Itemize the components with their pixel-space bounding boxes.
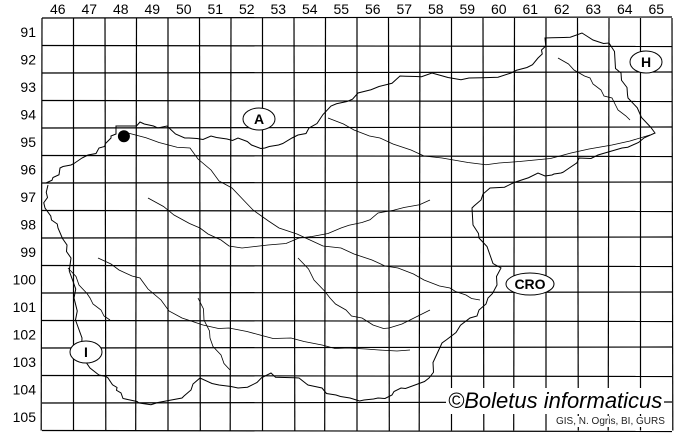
map-features xyxy=(43,32,656,406)
grid-row-line xyxy=(41,16,673,19)
country-label-hungary: H xyxy=(641,54,651,70)
country-label-croatia: CRO xyxy=(514,276,545,292)
river xyxy=(557,57,631,121)
river xyxy=(97,257,411,352)
grid-row-line xyxy=(41,209,673,213)
grid-lines xyxy=(40,16,674,433)
grid-column-line xyxy=(513,17,516,431)
row-label: 95 xyxy=(20,134,36,150)
row-label: 104 xyxy=(13,381,37,397)
row-label: 105 xyxy=(13,409,37,425)
country-label-italy: I xyxy=(84,344,88,360)
grid-row-line xyxy=(41,99,673,103)
column-label: 55 xyxy=(333,1,349,17)
column-label: 57 xyxy=(396,1,412,17)
row-label: 96 xyxy=(20,161,36,177)
grid-column-line xyxy=(198,17,201,431)
column-label: 56 xyxy=(365,1,381,17)
grid-column-line xyxy=(671,17,674,431)
country-border xyxy=(43,32,656,406)
grid-row-line xyxy=(41,71,673,74)
grid-row-line xyxy=(41,126,673,129)
column-label: 63 xyxy=(585,1,601,17)
grid-row-line xyxy=(41,264,673,268)
country-label-italy-oval xyxy=(69,340,103,364)
column-label: 49 xyxy=(144,1,160,17)
country-label-croatia-oval xyxy=(505,272,555,296)
copyright-text: ©Boletus informaticus xyxy=(446,388,665,414)
row-label: 93 xyxy=(20,79,36,95)
column-label: 54 xyxy=(302,1,318,17)
grid-row-line xyxy=(41,154,673,158)
column-label: 52 xyxy=(239,1,255,17)
grid-column-line xyxy=(482,17,485,431)
column-label: 65 xyxy=(648,1,664,17)
column-label: 51 xyxy=(207,1,223,17)
country-label-hungary-oval xyxy=(629,50,663,74)
river xyxy=(297,257,431,329)
column-label: 53 xyxy=(270,1,286,17)
country-labels: A H CRO I xyxy=(69,50,663,364)
grid-column-line xyxy=(293,17,296,431)
grid-row-line xyxy=(41,429,673,433)
grid-row-line xyxy=(41,319,673,323)
column-label: 48 xyxy=(113,1,129,17)
column-label: 58 xyxy=(428,1,444,17)
grid-column-line xyxy=(576,17,579,431)
river xyxy=(127,132,481,301)
grid-row-line xyxy=(41,44,673,48)
grid-column-line xyxy=(324,17,327,431)
column-label: 59 xyxy=(459,1,475,17)
column-label: 46 xyxy=(50,1,66,17)
row-label: 91 xyxy=(20,24,36,40)
row-label: 100 xyxy=(13,271,37,287)
column-label: 61 xyxy=(522,1,538,17)
grid-labels: 46 47 48 49 50 51 52 53 54 55 56 57 58 59 60 61 62 63 64 65… xyxy=(13,1,665,425)
row-label: 98 xyxy=(20,216,36,232)
grid-column-line xyxy=(387,17,390,431)
grid-column-line xyxy=(418,17,421,431)
river xyxy=(147,197,431,249)
river xyxy=(197,297,231,371)
grid-column-line xyxy=(607,17,610,431)
grid-row-line xyxy=(41,346,673,349)
grid-column-line xyxy=(104,17,107,431)
row-label: 103 xyxy=(13,354,37,370)
row-label: 94 xyxy=(20,106,36,122)
grid-row-line xyxy=(41,181,673,184)
source-credit: GIS, N. Ogris, BI, GURS xyxy=(554,416,667,427)
grid-row-line xyxy=(41,291,673,294)
row-label: 92 xyxy=(20,51,36,67)
column-label: 64 xyxy=(617,1,633,17)
row-label: 101 xyxy=(13,299,37,315)
row-label: 102 xyxy=(13,326,37,342)
river xyxy=(327,117,651,166)
column-label: 50 xyxy=(176,1,192,17)
column-label: 60 xyxy=(491,1,507,17)
grid-column-line xyxy=(135,17,138,431)
country-label-austria: A xyxy=(254,111,264,127)
column-label: 62 xyxy=(554,1,570,17)
grid-column-line xyxy=(40,17,43,431)
row-label: 97 xyxy=(20,189,36,205)
grid-row-line xyxy=(41,374,673,378)
river xyxy=(67,267,111,321)
column-label: 47 xyxy=(81,1,97,17)
grid-row-line xyxy=(41,236,673,239)
grid-column-line xyxy=(229,17,232,431)
country-label-austria-oval xyxy=(242,107,276,131)
row-label: 99 xyxy=(20,244,36,260)
occurrence-marker xyxy=(117,130,130,143)
